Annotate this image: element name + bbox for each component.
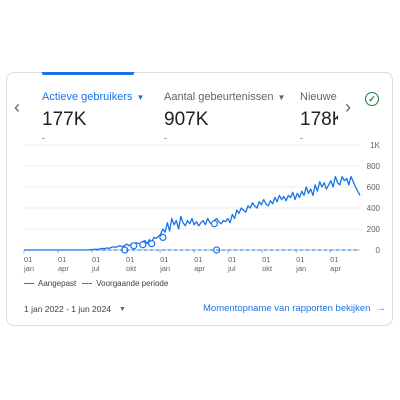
tab-active-users[interactable]: Actieve gebruikers ▼ 177K -: [42, 90, 144, 143]
x-tick-day: 01: [92, 255, 100, 264]
x-tick-day: 01: [194, 255, 202, 264]
caret-down-icon[interactable]: ▼: [118, 305, 126, 313]
date-range-selector[interactable]: 1 jan 2022 - 1 jun 2024 ▼: [24, 304, 126, 314]
x-tick-month: okt: [126, 264, 137, 273]
metric-value: 178K: [300, 109, 338, 130]
annotation-marker: [159, 233, 167, 241]
x-tick-day: 01: [296, 255, 304, 264]
y-tick-label: 400: [367, 204, 381, 213]
x-tick-day: 01: [262, 255, 270, 264]
chart-legend: Aangepast Voorgaande periode: [24, 279, 168, 288]
y-tick-label: 0: [376, 246, 381, 255]
caret-down-icon[interactable]: ▼: [136, 92, 145, 102]
x-tick-month: apr: [330, 264, 341, 273]
active-tab-indicator: [42, 72, 134, 75]
tab-label: Aantal gebeurtenissen: [164, 91, 274, 103]
legend-label: Aangepast: [38, 279, 77, 288]
x-tick-day: 01: [24, 255, 32, 264]
x-tick-day: 01: [330, 255, 338, 264]
y-tick-label: 1K: [370, 141, 380, 150]
y-tick-label: 800: [367, 162, 381, 171]
date-range-label: 1 jan 2022 - 1 jun 2024: [24, 304, 111, 314]
y-tick-label: 200: [367, 225, 381, 234]
metric-change: -: [42, 133, 45, 143]
x-tick-month: apr: [58, 264, 69, 273]
x-tick-month: jul: [91, 264, 100, 273]
tab-label: Actieve gebruikers: [42, 91, 133, 103]
view-reports-label: Momentopname van rapporten bekijken: [203, 303, 371, 314]
legend-item-previous: Voorgaande periode: [82, 279, 168, 288]
metric-value: 177K: [42, 109, 87, 130]
legend-label: Voorgaande periode: [96, 279, 169, 288]
x-tick-month: jul: [227, 264, 236, 273]
annotation-marker: [130, 242, 138, 250]
x-tick-month: apr: [194, 264, 205, 273]
metric-change: -: [300, 133, 303, 143]
x-tick-day: 01: [160, 255, 168, 264]
metric-value: 907K: [164, 109, 209, 130]
caret-down-icon[interactable]: ▼: [277, 92, 286, 102]
annotation-marker: [139, 241, 147, 249]
legend-swatch: [82, 283, 93, 284]
arrow-right-icon: →: [376, 303, 386, 314]
chevron-left-icon[interactable]: ‹: [14, 96, 20, 117]
tab-event-count[interactable]: Aantal gebeurtenissen ▼ 907K -: [164, 90, 285, 143]
annotation-marker: [148, 240, 156, 248]
x-tick-month: jan: [159, 264, 170, 273]
x-tick-month: jan: [23, 264, 34, 273]
view-reports-link[interactable]: Momentopname van rapporten bekijken →: [203, 303, 386, 314]
x-tick-month: jan: [295, 264, 306, 273]
check-circle-icon[interactable]: ✓: [365, 92, 379, 106]
legend-swatch: [24, 283, 34, 284]
legend-item-current: Aangepast: [24, 279, 76, 288]
annotation-marker: [210, 220, 218, 228]
x-tick-day: 01: [58, 255, 66, 264]
x-tick-day: 01: [126, 255, 134, 264]
x-tick-month: okt: [262, 264, 273, 273]
y-tick-label: 600: [367, 183, 381, 192]
series-line-current: [24, 175, 361, 251]
x-tick-day: 01: [228, 255, 236, 264]
metric-change: -: [164, 133, 167, 143]
tab-new-users[interactable]: Nieuwe g 178K -: [300, 90, 338, 143]
insights-card: [6, 72, 393, 326]
tab-label: Nieuwe g: [300, 91, 338, 103]
chevron-right-icon[interactable]: ›: [345, 96, 351, 117]
